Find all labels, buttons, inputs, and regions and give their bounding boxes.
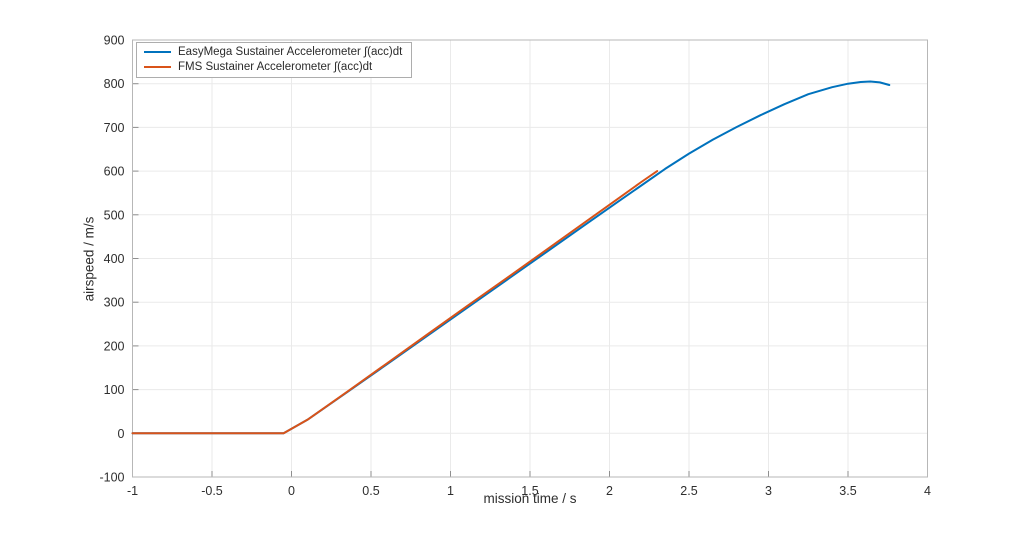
legend-label-fms: FMS Sustainer Accelerometer ∫(acc)dt — [178, 61, 373, 73]
y-tick-label: 800 — [104, 77, 125, 91]
x-tick-label: 3.5 — [839, 484, 856, 498]
y-axis-label: airspeed / m/s — [81, 216, 97, 302]
x-axis-label: mission time / s — [483, 491, 577, 506]
plot-frame — [132, 39, 928, 478]
y-tick-label: 600 — [104, 165, 125, 179]
x-tick-label: 2.5 — [680, 484, 697, 498]
x-tick-label: -0.5 — [201, 484, 223, 498]
y-tick-label: 700 — [104, 121, 125, 135]
y-tick-label: 300 — [104, 296, 125, 310]
legend-item-easymega: EasyMega Sustainer Accelerometer ∫(acc)d… — [144, 45, 402, 59]
y-tick-label: 100 — [104, 383, 125, 397]
x-tick-label: 0 — [288, 484, 295, 498]
series-line-easymega — [131, 80, 891, 435]
x-tick-label: 4 — [924, 484, 931, 498]
x-tick-label: 2 — [606, 484, 613, 498]
x-tick-label: 3 — [765, 484, 772, 498]
series-line-fms — [131, 170, 659, 435]
y-tick-label: -100 — [99, 471, 124, 485]
legend: EasyMega Sustainer Accelerometer ∫(acc)d… — [136, 42, 413, 78]
x-tick-label: 1 — [447, 484, 454, 498]
x-tick-label: -1 — [127, 484, 138, 498]
y-tick-label: 500 — [104, 208, 125, 222]
fms-line-swatch — [144, 66, 171, 68]
easymega-line-swatch — [144, 51, 171, 53]
y-tick-label: 400 — [104, 252, 125, 266]
x-tick-label: 0.5 — [362, 484, 379, 498]
x-tick-label: 1.5 — [521, 484, 538, 498]
y-tick-label: 0 — [118, 427, 125, 441]
legend-label-easymega: EasyMega Sustainer Accelerometer ∫(acc)d… — [178, 46, 403, 58]
y-tick-label: 200 — [104, 339, 125, 353]
legend-item-fms: FMS Sustainer Accelerometer ∫(acc)dt — [144, 60, 402, 74]
y-tick-label: 900 — [104, 34, 125, 48]
